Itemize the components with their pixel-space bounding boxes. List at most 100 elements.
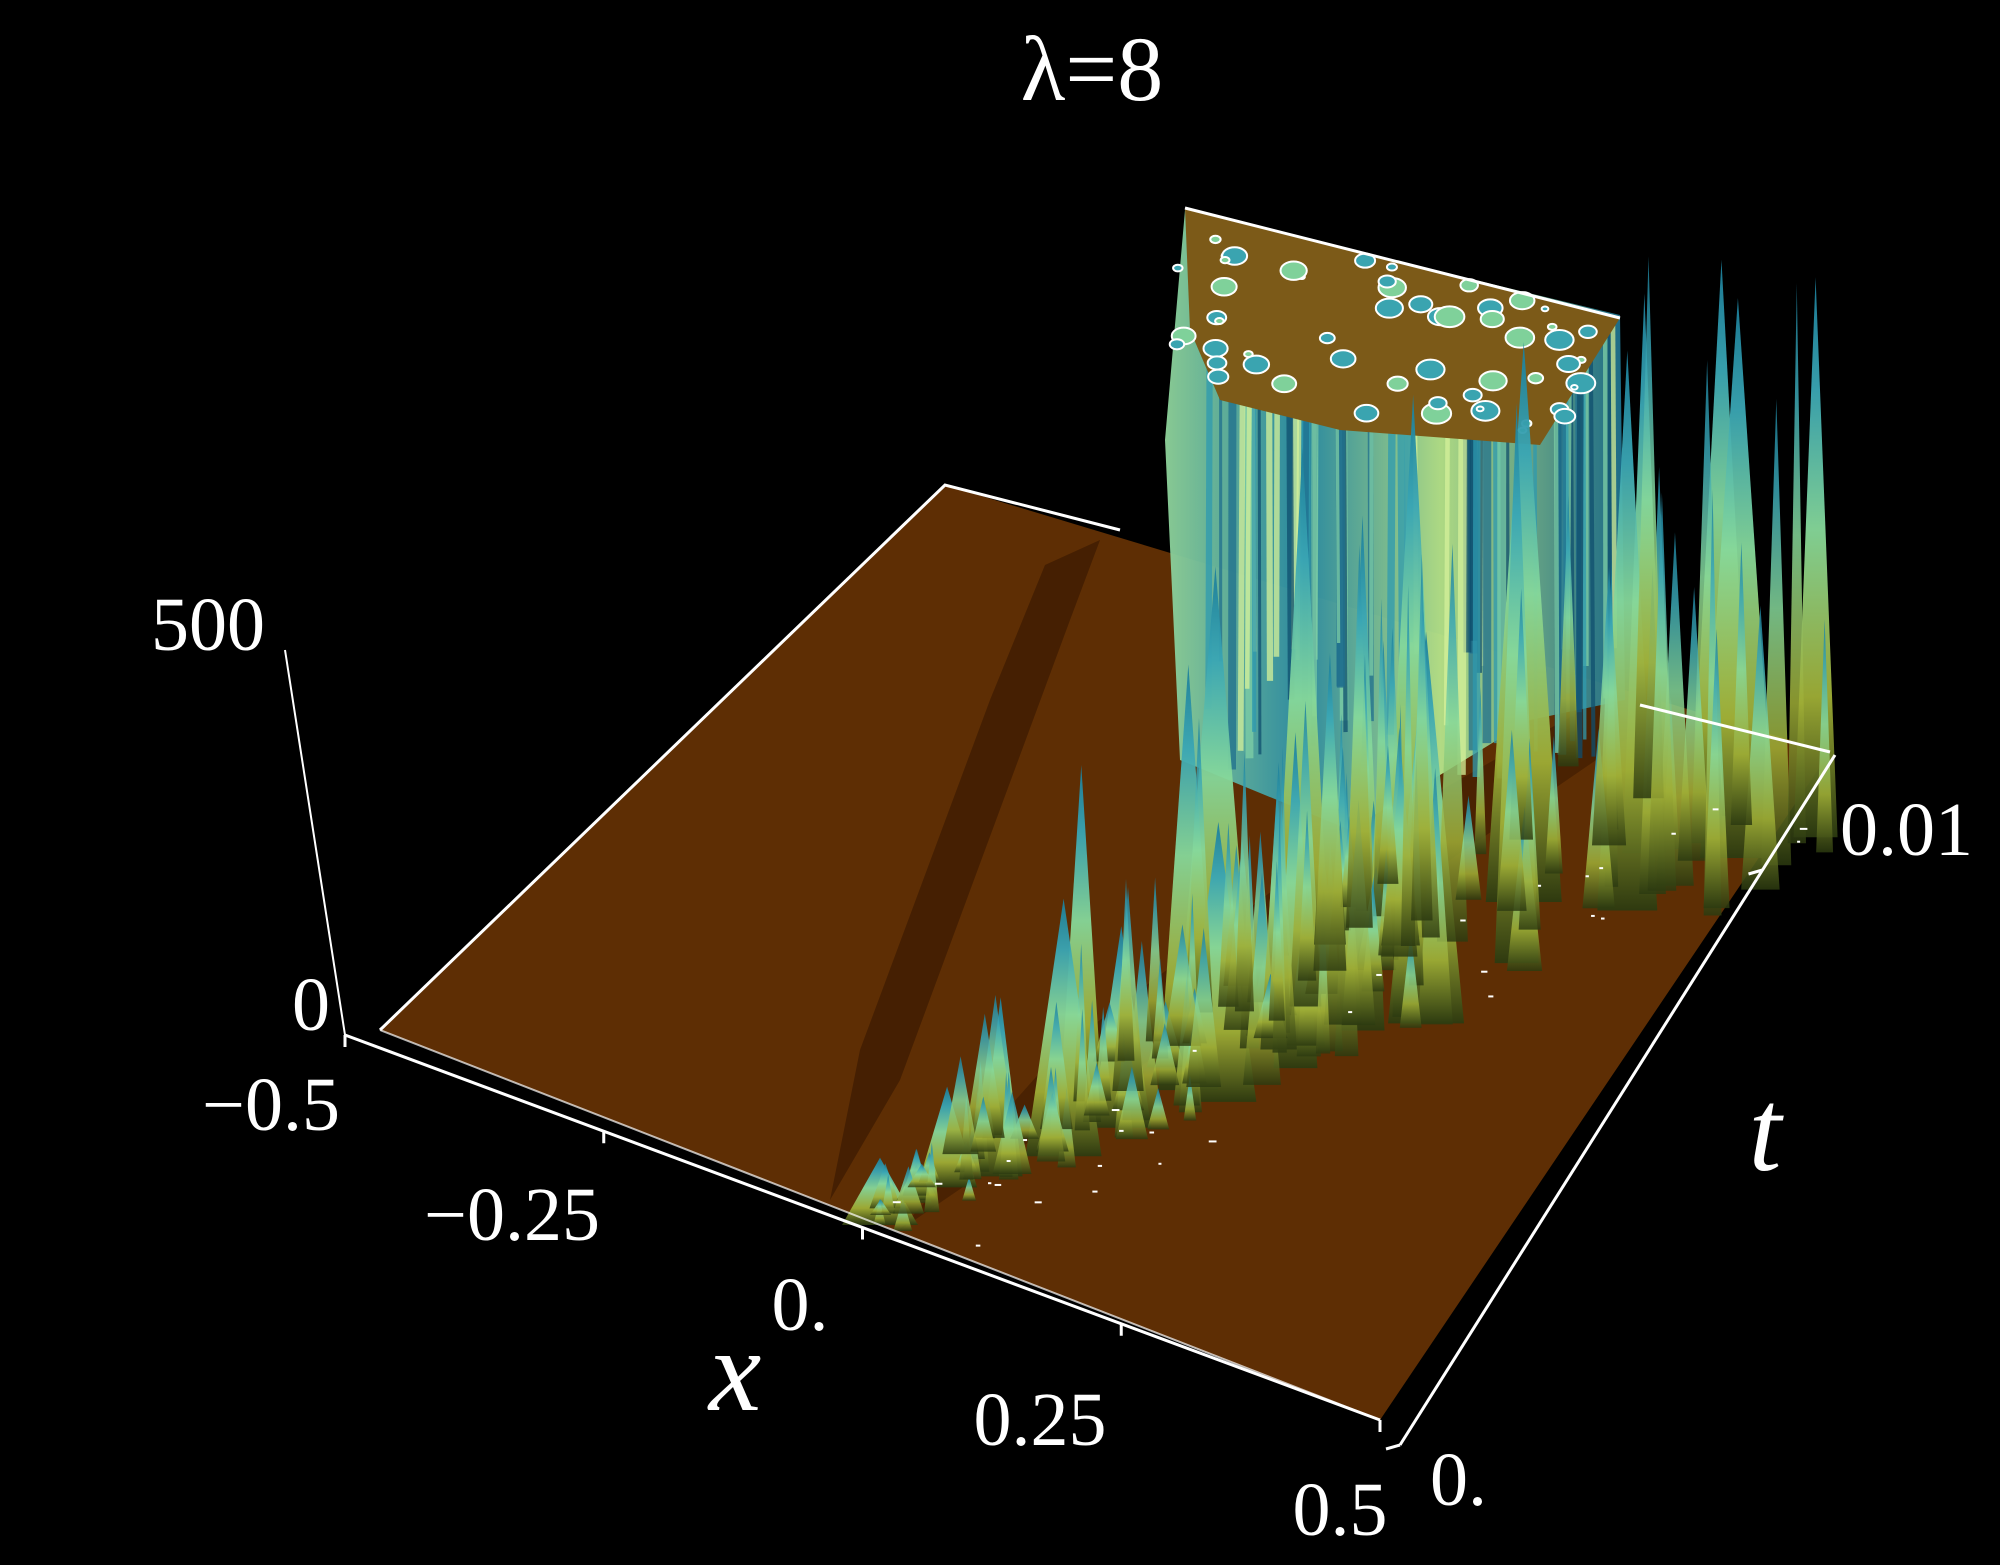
- cap-outline: [1184, 206, 1621, 320]
- speckle: [1460, 919, 1466, 922]
- speckle: [1488, 995, 1494, 998]
- cap-spot: [1206, 355, 1228, 371]
- floor-back-edge: [378, 483, 1121, 1032]
- surface-ripple: [1677, 586, 1711, 861]
- cap-spot: [1565, 372, 1597, 395]
- cap-spot: [1374, 297, 1404, 319]
- cap-spot: [1479, 309, 1505, 329]
- cap-spot: [1386, 375, 1409, 392]
- speckle: [1712, 808, 1719, 811]
- cap-spot: [1415, 358, 1446, 381]
- speckle: [1376, 973, 1382, 976]
- speckle: [1799, 827, 1808, 830]
- cap-spot: [1385, 262, 1398, 272]
- speckle: [1600, 917, 1605, 920]
- cap-spot: [1462, 387, 1483, 403]
- surface-ripple: [1074, 1008, 1090, 1131]
- x-axis-label: x: [707, 1305, 761, 1436]
- cap-spot: [1475, 405, 1485, 413]
- surface-ripple: [1163, 924, 1202, 1046]
- surface-ripple: [1083, 1062, 1110, 1116]
- surface-ripple: [907, 1163, 936, 1188]
- surface-ripple: [870, 1199, 892, 1215]
- cap-spot: [1578, 324, 1598, 339]
- cap-spot: [1504, 326, 1536, 349]
- surface-ripple: [1411, 554, 1433, 921]
- cap-spot: [1209, 234, 1222, 245]
- speckle: [988, 1182, 992, 1185]
- surface-ripple: [1474, 686, 1487, 855]
- t-tick-mark: [1748, 868, 1763, 876]
- surface-ripple: [1647, 492, 1677, 891]
- x-tick-label: 0.5: [1293, 1468, 1388, 1552]
- cap-spot: [1279, 260, 1308, 281]
- floor-right-edge: [1639, 703, 1831, 754]
- surface-ripple: [1345, 544, 1373, 928]
- cap-spot: [1428, 396, 1448, 411]
- surface-ripple: [1115, 1066, 1148, 1140]
- edge-speckles: [892, 808, 1808, 1247]
- t-ticks: 0. 0.01: [1385, 788, 1973, 1522]
- surface-ripple: [1730, 542, 1753, 825]
- surface-ripple: [1399, 932, 1422, 1028]
- speckle: [1006, 1160, 1011, 1163]
- surface-ripple: [1591, 566, 1627, 846]
- x-tick-label: −0.25: [424, 1173, 600, 1257]
- speckle: [1119, 1129, 1124, 1132]
- surface-ripple: [1036, 1066, 1066, 1162]
- cap-spot: [1546, 322, 1558, 331]
- surface-ripple: [1557, 495, 1579, 767]
- cap-spot: [1408, 295, 1434, 314]
- cap-spot: [1202, 339, 1229, 358]
- speckle: [1158, 1162, 1162, 1165]
- t-tick-label: 0.: [1430, 1438, 1487, 1522]
- surface-ripple: [1147, 1088, 1170, 1130]
- x-tick-label: 0.25: [974, 1378, 1107, 1462]
- surface-ripple: [1816, 619, 1834, 853]
- surface-ripple: [964, 1013, 1005, 1138]
- surface-ripple: [942, 1056, 979, 1155]
- surface-ripple: [1455, 795, 1482, 900]
- speckle: [1671, 832, 1676, 835]
- surface-ripple: [1377, 745, 1399, 884]
- speckle: [1111, 1109, 1120, 1112]
- surface-ripple: [1186, 927, 1222, 1087]
- z-tick-label: 500: [151, 583, 265, 667]
- speckle: [1023, 1139, 1028, 1142]
- surface-ripple: [1117, 878, 1135, 1061]
- cap-spot: [1470, 400, 1501, 422]
- speckle: [1585, 875, 1589, 878]
- surface-ripple: [1787, 283, 1806, 844]
- speckle: [1208, 1140, 1217, 1143]
- surface-ripple: [1234, 750, 1255, 1012]
- speckle: [1034, 1201, 1042, 1204]
- speckle: [1481, 970, 1488, 973]
- cap-spot: [1214, 317, 1225, 326]
- speckle: [1092, 1190, 1098, 1193]
- cap-spot: [1271, 374, 1298, 394]
- cap-spot: [1318, 331, 1336, 345]
- t-axis-label: t: [1749, 1065, 1785, 1196]
- wavefront-shadow-left: [830, 540, 1100, 1200]
- x-tick-label: 0.: [772, 1263, 829, 1347]
- speckle: [1097, 1164, 1103, 1167]
- cap-spot: [1433, 305, 1466, 329]
- t-tick-label: 0.01: [1840, 788, 1973, 872]
- surface-ripple: [881, 1174, 896, 1214]
- surface-ripple: [869, 1163, 902, 1209]
- cap-spots: [1168, 234, 1598, 434]
- speckle: [1537, 884, 1542, 887]
- speckle: [1797, 840, 1801, 843]
- z-axis-line: [284, 649, 346, 1036]
- wall-streak: [1575, 326, 1584, 759]
- z-ticks: 0 500: [151, 583, 330, 1047]
- chart-title: λ=8: [1021, 18, 1164, 120]
- surface-ripple: [1218, 822, 1239, 1007]
- surface-ripple: [1183, 1074, 1197, 1121]
- cap-spot: [1478, 370, 1508, 392]
- surface-ripple: [1268, 860, 1285, 1021]
- cap-spot: [1353, 403, 1380, 423]
- surface-ripple: [992, 1091, 1032, 1174]
- cap-spot: [1553, 407, 1577, 425]
